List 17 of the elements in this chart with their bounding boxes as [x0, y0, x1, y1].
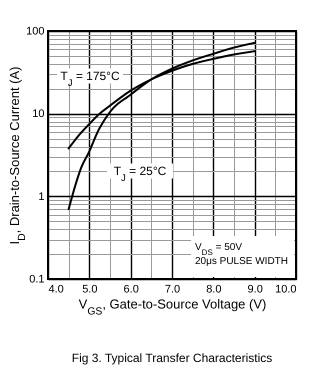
series-label: T$_{J}$ = 175°C — [60, 69, 120, 88]
y-tick-label: 0.1 — [29, 274, 44, 286]
x-axis-title: V$_{GS}$, Gate-to-Source Voltage (V) — [78, 296, 266, 317]
y-tick-label: 100 — [26, 26, 44, 38]
text: Fig 3. Typical Transfer Characteristics — [72, 351, 272, 365]
x-tick-label: 9.0 — [248, 284, 263, 296]
x-tick-label: 5.0 — [82, 284, 98, 296]
y-tick-label: 1 — [38, 190, 44, 203]
x-tick-label: 6.0 — [124, 284, 139, 296]
annotation: 20μs PULSE WIDTH — [195, 256, 288, 267]
x-tick-label: 10.0 — [275, 284, 296, 296]
x-tick-label: 8.0 — [206, 284, 222, 296]
y-tick-label: 10 — [32, 108, 44, 120]
x-tick-label: 4.0 — [48, 284, 64, 296]
annotation: V$_{DS}$ = 50V — [195, 242, 242, 256]
text: T$_{J}$ = 25°C — [114, 164, 167, 184]
x-tick-label: 7.0 — [164, 284, 180, 296]
